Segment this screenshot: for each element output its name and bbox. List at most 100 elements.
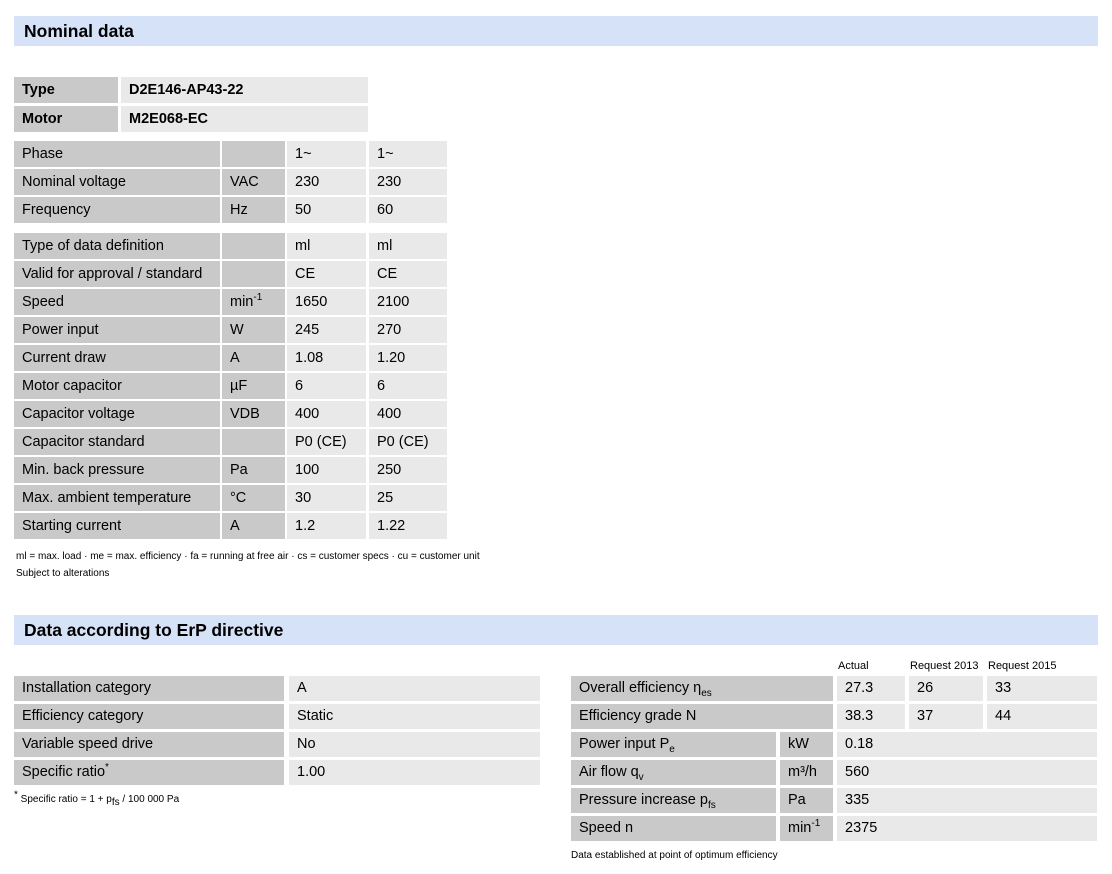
row-unit	[222, 141, 285, 167]
table-row-efficiency-grade: Efficiency grade N 38.3 37 44	[571, 704, 1097, 729]
row-label: Power input	[14, 317, 220, 343]
section-header-erp: Data according to ErP directive	[14, 615, 1098, 645]
row-value-50hz: 1.08	[287, 345, 366, 371]
table-row-min-back-pressure: Min. back pressure Pa 100 250	[14, 457, 447, 483]
table-row-efficiency-category: Efficiency category Static	[14, 704, 540, 729]
row-unit: kW	[780, 732, 833, 757]
table-row-air-flow: Air flow qv m³/h 560	[571, 760, 1097, 785]
row-value-request-2013: 26	[909, 676, 983, 701]
row-label: Overall efficiency ηes	[571, 676, 833, 701]
row-label: Nominal voltage	[14, 169, 220, 195]
row-unit: VDB	[222, 401, 285, 427]
row-unit: µF	[222, 373, 285, 399]
row-label: Capacitor standard	[14, 429, 220, 455]
table-row-motor-capacitor: Motor capacitor µF 6 6	[14, 373, 447, 399]
row-unit: A	[222, 345, 285, 371]
row-label: Specific ratio*	[14, 760, 284, 785]
row-value-50hz: P0 (CE)	[287, 429, 366, 455]
row-value: 335	[837, 788, 1097, 813]
row-unit: Pa	[780, 788, 833, 813]
row-value: No	[289, 732, 540, 757]
row-unit: Pa	[222, 457, 285, 483]
table-row-phase: Phase 1~ 1~	[14, 141, 447, 167]
row-unit: min-1	[780, 816, 833, 841]
row-unit	[222, 233, 285, 259]
row-value-50hz: ml	[287, 233, 366, 259]
row-value-60hz: 1.20	[369, 345, 447, 371]
row-value-request-2013: 37	[909, 704, 983, 729]
row-label: Phase	[14, 141, 220, 167]
row-label: Frequency	[14, 197, 220, 223]
erp-right-table: Actual Request 2013 Request 2015 Overall…	[571, 652, 1097, 862]
row-value-50hz: 400	[287, 401, 366, 427]
table-row-overall-efficiency: Overall efficiency ηes 27.3 26 33	[571, 676, 1097, 701]
row-value-60hz: ml	[369, 233, 447, 259]
row-label: Capacitor voltage	[14, 401, 220, 427]
row-value: A	[289, 676, 540, 701]
row-value-actual: 38.3	[837, 704, 905, 729]
row-value: 560	[837, 760, 1097, 785]
table-row-speed: Speed min-1 1650 2100	[14, 289, 447, 315]
row-value-60hz: 270	[369, 317, 447, 343]
table-row-specific-ratio: Specific ratio* 1.00	[14, 760, 540, 785]
row-value-60hz: 6	[369, 373, 447, 399]
row-label: Type	[14, 77, 118, 103]
table-row-speed-n: Speed n min-1 2375	[571, 816, 1097, 841]
motor-value: M2E068-EC	[121, 106, 368, 132]
row-value: 0.18	[837, 732, 1097, 757]
row-label: Power input Pe	[571, 732, 776, 757]
row-label: Current draw	[14, 345, 220, 371]
row-value-60hz: 1.22	[369, 513, 447, 539]
row-label: Efficiency grade N	[571, 704, 833, 729]
erp-left-table: Installation category A Efficiency categ…	[14, 676, 540, 808]
row-value-50hz: 1.2	[287, 513, 366, 539]
table-row-variable-speed-drive: Variable speed drive No	[14, 732, 540, 757]
column-header-request-2013: Request 2013	[910, 660, 979, 672]
row-label: Valid for approval / standard	[14, 261, 220, 287]
row-value-request-2015: 33	[987, 676, 1097, 701]
table-row-power-input-pe: Power input Pe kW 0.18	[571, 732, 1097, 757]
row-value-50hz: 1650	[287, 289, 366, 315]
table-row-current-draw: Current draw A 1.08 1.20	[14, 345, 447, 371]
row-value-60hz: 250	[369, 457, 447, 483]
row-value-50hz: 6	[287, 373, 366, 399]
row-unit: VAC	[222, 169, 285, 195]
row-value-50hz: CE	[287, 261, 366, 287]
optimum-efficiency-footnote: Data established at point of optimum eff…	[571, 850, 778, 861]
row-value-50hz: 100	[287, 457, 366, 483]
table-row-max-ambient-temperature: Max. ambient temperature °C 30 25	[14, 485, 447, 511]
row-unit: °C	[222, 485, 285, 511]
row-label: Speed n	[571, 816, 776, 841]
row-value-50hz: 1~	[287, 141, 366, 167]
row-label: Max. ambient temperature	[14, 485, 220, 511]
row-value-50hz: 50	[287, 197, 366, 223]
type-motor-table: Type D2E146-AP43-22 Motor M2E068-EC	[14, 77, 368, 135]
table-row-installation-category: Installation category A	[14, 676, 540, 701]
row-value-request-2015: 44	[987, 704, 1097, 729]
row-value-60hz: 1~	[369, 141, 447, 167]
row-value-60hz: 230	[369, 169, 447, 195]
subject-to-alterations-note: Subject to alterations	[16, 568, 110, 579]
table-row-capacitor-voltage: Capacitor voltage VDB 400 400	[14, 401, 447, 427]
row-label: Motor capacitor	[14, 373, 220, 399]
row-value-60hz: 400	[369, 401, 447, 427]
section-header-nominal: Nominal data	[14, 16, 1098, 46]
erp-column-headers: Actual Request 2013 Request 2015	[571, 652, 1097, 673]
row-value-60hz: 2100	[369, 289, 447, 315]
row-value-actual: 27.3	[837, 676, 905, 701]
column-header-actual: Actual	[838, 660, 869, 672]
row-value-60hz: 25	[369, 485, 447, 511]
row-label: Pressure increase pfs	[571, 788, 776, 813]
row-label: Air flow qv	[571, 760, 776, 785]
type-value: D2E146-AP43-22	[121, 77, 368, 103]
table-row-starting-current: Starting current A 1.2 1.22	[14, 513, 447, 539]
table-row-nominal-voltage: Nominal voltage VAC 230 230	[14, 169, 447, 195]
column-header-request-2015: Request 2015	[988, 660, 1057, 672]
table-row-approval: Valid for approval / standard CE CE	[14, 261, 447, 287]
row-value: 2375	[837, 816, 1097, 841]
row-value-60hz: P0 (CE)	[369, 429, 447, 455]
row-value-50hz: 30	[287, 485, 366, 511]
row-label: Min. back pressure	[14, 457, 220, 483]
row-unit	[222, 429, 285, 455]
row-value-60hz: 60	[369, 197, 447, 223]
